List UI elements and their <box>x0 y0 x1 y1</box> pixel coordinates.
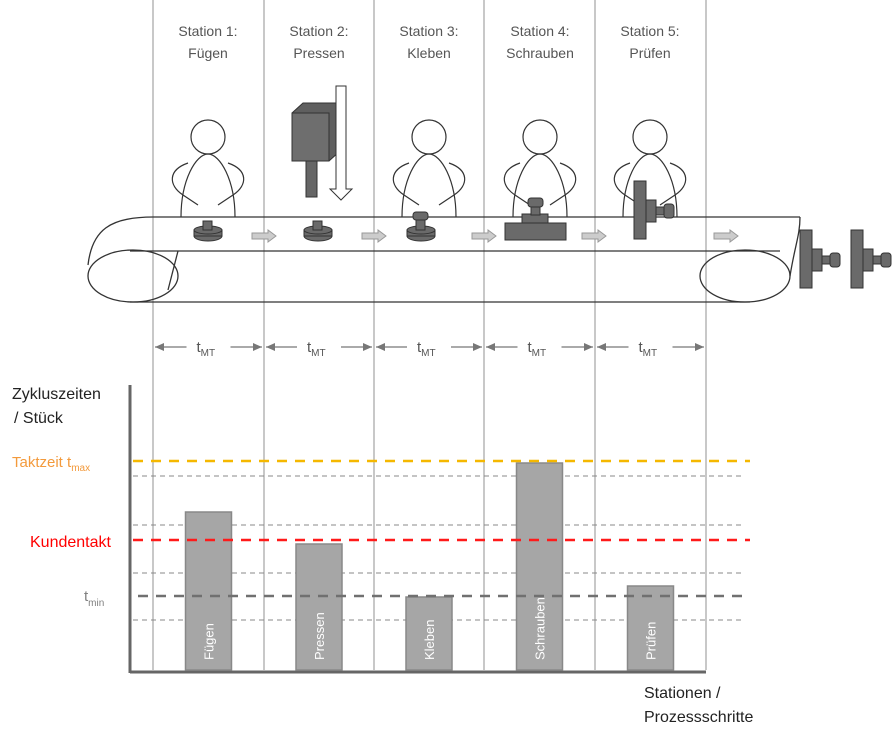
flow-arrow-icon <box>713 229 739 243</box>
flow-arrow-icon <box>361 229 387 243</box>
bar-label: Prüfen <box>644 622 659 660</box>
bar-schrauben <box>515 462 564 671</box>
station-3-number: Station 3: <box>399 23 458 39</box>
arrow-left-icon <box>266 343 275 351</box>
y-axis-label-line2: / Stück <box>14 410 64 427</box>
bar-label: Schrauben <box>533 597 548 660</box>
arrow-right-icon <box>253 343 262 351</box>
workers <box>171 119 687 218</box>
flow-arrow-icon <box>581 229 607 243</box>
workpiece-2-icon <box>303 220 333 242</box>
left-roller-icon <box>87 249 179 303</box>
finished-part-2-icon <box>850 229 892 289</box>
conveyor-belt <box>87 216 801 303</box>
tmt-label: tMT <box>197 339 216 359</box>
station-labels: Station 1: Fügen Station 2: Pressen Stat… <box>178 23 679 61</box>
station-3-name: Kleben <box>407 45 451 61</box>
workpiece-4-icon <box>504 197 567 241</box>
station-5-number: Station 5: <box>620 23 679 39</box>
tmt-dimension: tMT <box>486 339 593 359</box>
bars: Fügen Pressen Kleben Schrauben Prüfen <box>184 462 675 671</box>
worker-icon <box>503 119 577 218</box>
workpiece-1-icon <box>193 220 223 242</box>
station-1-number: Station 1: <box>178 23 237 39</box>
workpieces <box>193 180 892 289</box>
flow-arrow-icon <box>471 229 497 243</box>
arrow-left-icon <box>597 343 606 351</box>
tmt-label: tMT <box>417 339 436 359</box>
tmin-label: tmin <box>84 588 104 609</box>
tmt-dimension: tMT <box>376 339 482 359</box>
tmt-dimension: tMT <box>155 339 262 359</box>
arrow-left-icon <box>376 343 385 351</box>
station-1-name: Fügen <box>188 45 228 61</box>
arrow-right-icon <box>695 343 704 351</box>
arrow-right-icon <box>584 343 593 351</box>
bar-label: Pressen <box>312 612 327 660</box>
cycle-time-dimensions: tMT tMT tMT tMT tMT <box>155 339 704 359</box>
arrow-right-icon <box>363 343 372 351</box>
cycle-time-chart: Fügen Pressen Kleben Schrauben Prüfen Zyklus… <box>12 385 753 726</box>
arrow-left-icon <box>486 343 495 351</box>
bar-label: Kleben <box>422 620 437 660</box>
workpiece-3-icon <box>406 211 436 242</box>
worker-icon <box>613 119 687 218</box>
press-machine-icon <box>291 85 354 201</box>
flow-arrows <box>251 229 739 243</box>
x-axis-label-line2: Prozessschritte <box>644 709 753 726</box>
tmt-dimension: tMT <box>597 339 704 359</box>
y-axis-label-line1: Zykluszeiten <box>12 386 101 403</box>
station-2-name: Pressen <box>293 45 344 61</box>
press-down-arrow-icon <box>328 85 354 201</box>
station-2-number: Station 2: <box>289 23 348 39</box>
arrow-left-icon <box>155 343 164 351</box>
worker-icon <box>171 119 245 218</box>
station-4-name: Schrauben <box>506 45 574 61</box>
right-roller-icon <box>699 249 791 303</box>
tmt-dimension: tMT <box>266 339 372 359</box>
station-4-number: Station 4: <box>510 23 569 39</box>
station-separators <box>152 0 707 670</box>
station-5-name: Prüfen <box>629 45 670 61</box>
tmt-label: tMT <box>639 339 658 359</box>
bar-label: Fügen <box>202 623 217 660</box>
arrow-right-icon <box>473 343 482 351</box>
finished-part-1-icon <box>799 229 841 289</box>
tmt-label: tMT <box>528 339 547 359</box>
workpiece-5-icon <box>633 180 675 240</box>
worker-icon <box>392 119 466 218</box>
bar-fügen <box>184 511 233 671</box>
bar-prüfen <box>626 585 675 671</box>
flow-arrow-icon <box>251 229 277 243</box>
reference-lines <box>133 459 750 598</box>
tmax-label: Taktzeit tmax <box>12 454 90 474</box>
tmt-label: tMT <box>307 339 326 359</box>
bar-pressen <box>295 543 343 671</box>
x-axis-label-line1: Stationen / <box>644 685 721 702</box>
kundentakt-label: Kundentakt <box>30 534 112 551</box>
